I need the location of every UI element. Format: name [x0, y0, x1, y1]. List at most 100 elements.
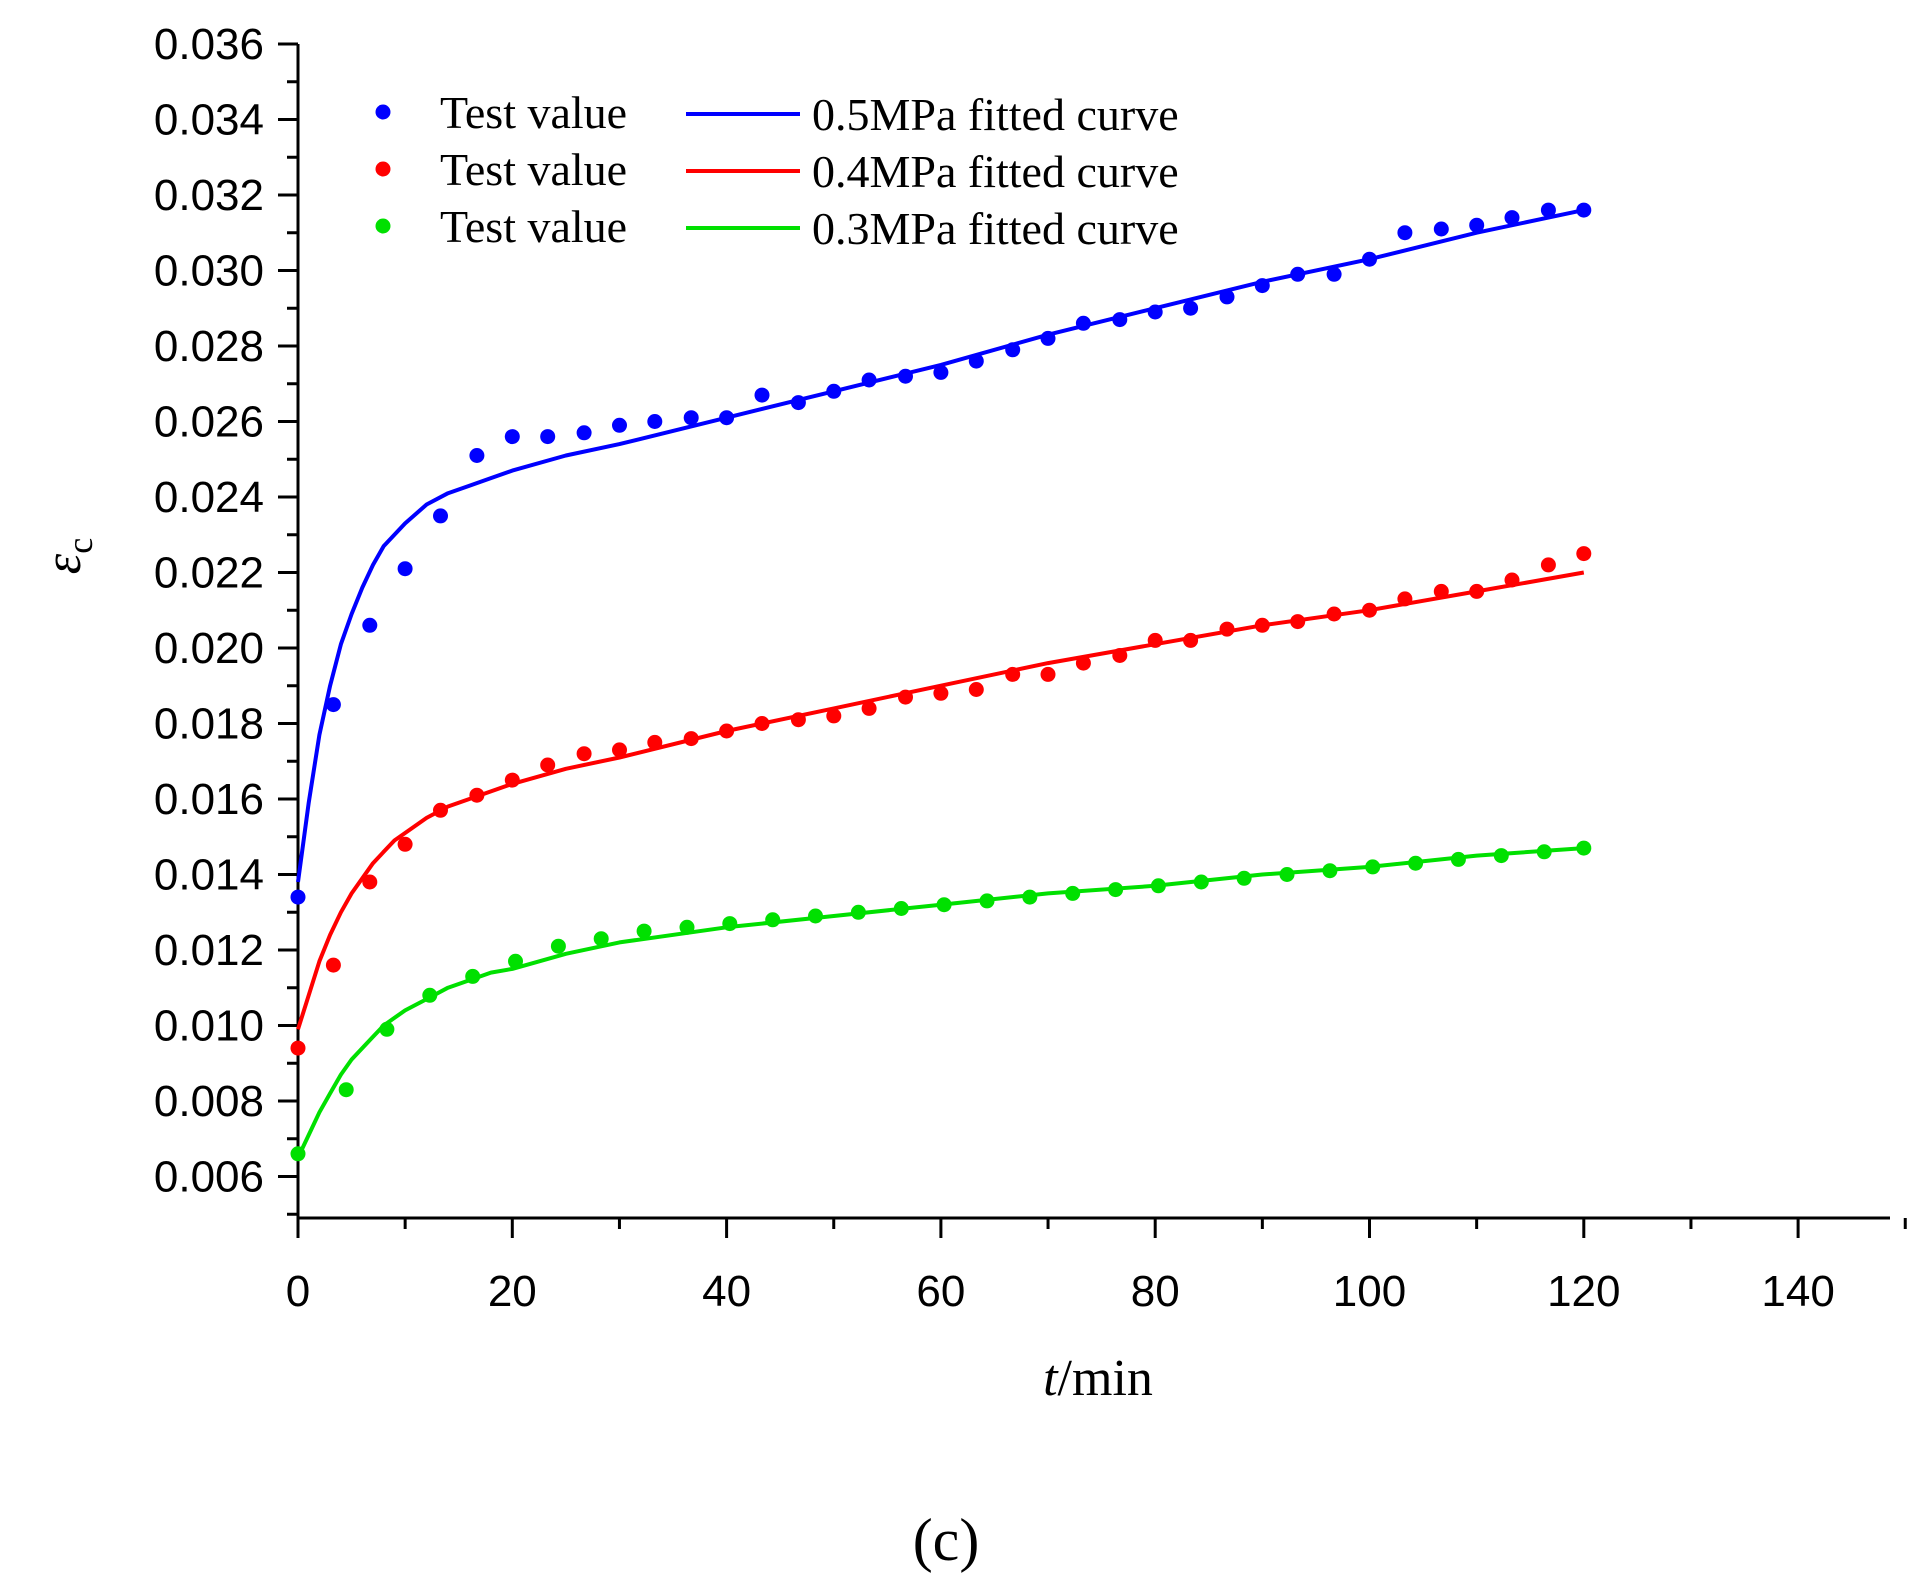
test-point-0-5mpa — [612, 417, 627, 433]
test-point-0-5mpa — [433, 508, 448, 524]
test-point-0-3mpa — [1450, 851, 1466, 867]
test-point-0-5mpa — [719, 410, 735, 426]
legend-marker — [375, 161, 391, 177]
test-point-0-5mpa — [1433, 221, 1449, 237]
test-point-0-5mpa — [325, 697, 341, 713]
x-tick-label: 140 — [1761, 1267, 1834, 1316]
test-point-0-4mpa — [290, 1040, 306, 1056]
test-point-0-5mpa — [826, 383, 842, 399]
test-point-0-4mpa — [1540, 557, 1556, 573]
test-point-0-5mpa — [504, 429, 520, 445]
x-axis-title: t/min — [1043, 1350, 1153, 1407]
test-point-0-5mpa — [1576, 202, 1592, 218]
x-axis-unit: /min — [1058, 1350, 1153, 1407]
test-point-0-5mpa — [1362, 251, 1377, 267]
test-point-0-5mpa — [1040, 330, 1056, 346]
test-point-0-4mpa — [933, 685, 949, 701]
test-point-0-4mpa — [504, 772, 520, 788]
test-point-0-3mpa — [1108, 882, 1124, 898]
y-tick-label: 0.006 — [154, 1153, 264, 1202]
test-point-0-4mpa — [1326, 606, 1342, 622]
x-tick-label: 100 — [1333, 1267, 1406, 1316]
test-point-0-4mpa — [433, 802, 448, 818]
y-tick-label: 0.012 — [154, 926, 264, 975]
x-tick-label: 20 — [488, 1267, 537, 1316]
y-tick-label: 0.022 — [154, 549, 264, 598]
y-tick-label: 0.020 — [154, 624, 264, 673]
test-points — [290, 202, 1592, 1162]
x-axis-italic: t — [1043, 1350, 1059, 1407]
test-point-0-4mpa — [826, 708, 842, 724]
x-tick-label: 40 — [702, 1267, 751, 1316]
x-tick-label: 80 — [1131, 1267, 1180, 1316]
test-point-0-5mpa — [540, 429, 556, 445]
test-point-0-3mpa — [379, 1021, 395, 1037]
test-point-0-3mpa — [1022, 889, 1038, 905]
test-point-0-5mpa — [1469, 217, 1485, 233]
test-point-0-4mpa — [1040, 666, 1056, 682]
test-point-0-4mpa — [1576, 546, 1592, 562]
test-point-0-3mpa — [1279, 867, 1295, 882]
x-ticks: 0 20 40 60 80 100 120 140 — [286, 1218, 1907, 1316]
test-point-0-4mpa — [1362, 602, 1377, 618]
test-point-0-3mpa — [550, 938, 566, 954]
test-point-0-5mpa — [1504, 210, 1520, 226]
test-point-0-4mpa — [397, 836, 413, 852]
y-tick-label: 0.016 — [154, 775, 264, 824]
test-point-0-3mpa — [1576, 840, 1592, 856]
test-point-0-5mpa — [683, 410, 699, 426]
test-point-0-5mpa — [1147, 304, 1163, 320]
test-point-0-4mpa — [1469, 583, 1485, 599]
test-point-0-4mpa — [362, 874, 378, 890]
legend-test-label: Test value — [440, 201, 627, 252]
legend-test-label: Test value — [440, 144, 627, 195]
test-point-0-5mpa — [1290, 266, 1306, 282]
test-point-0-4mpa — [1397, 591, 1413, 607]
test-point-0-4mpa — [1433, 583, 1449, 599]
test-point-0-4mpa — [898, 689, 913, 705]
test-point-0-4mpa — [1183, 632, 1199, 648]
test-point-0-3mpa — [979, 893, 995, 909]
x-tick-label: 120 — [1547, 1267, 1620, 1316]
test-point-0-4mpa — [683, 731, 699, 747]
test-point-0-3mpa — [1408, 855, 1424, 871]
test-point-0-3mpa — [765, 912, 781, 928]
test-point-0-5mpa — [469, 448, 485, 463]
y-tick-label: 0.034 — [154, 96, 264, 145]
test-point-0-3mpa — [850, 904, 866, 920]
test-point-0-3mpa — [422, 987, 438, 1003]
test-point-0-3mpa — [465, 968, 481, 984]
test-point-0-5mpa — [1075, 315, 1091, 331]
test-point-0-3mpa — [1193, 874, 1209, 890]
test-point-0-5mpa — [290, 889, 306, 905]
test-point-0-4mpa — [754, 716, 770, 731]
test-point-0-4mpa — [325, 957, 341, 973]
test-point-0-4mpa — [1005, 666, 1021, 682]
legend-marker — [375, 104, 391, 120]
y-tick-label: 0.032 — [154, 171, 264, 220]
y-ticks: 0.006 0.008 0.010 0.012 0.014 0.016 0.018 0.020… — [154, 20, 298, 1216]
test-point-0-4mpa — [612, 742, 627, 758]
legend-curve-label: 0.3MPa fitted curve — [812, 203, 1179, 254]
test-point-0-3mpa — [1150, 878, 1166, 894]
test-point-0-5mpa — [968, 353, 984, 369]
test-point-0-4mpa — [1112, 648, 1128, 663]
test-point-0-5mpa — [1219, 289, 1235, 305]
legend-curve-label: 0.4MPa fitted curve — [812, 146, 1179, 197]
test-point-0-3mpa — [1322, 863, 1338, 879]
test-point-0-3mpa — [893, 901, 909, 916]
y-tick-label: 0.030 — [154, 247, 264, 296]
legend-marker — [375, 218, 391, 234]
test-point-0-5mpa — [647, 414, 663, 429]
test-point-0-4mpa — [719, 723, 735, 739]
test-point-0-4mpa — [647, 734, 663, 750]
test-point-0-4mpa — [1504, 572, 1520, 588]
test-point-0-3mpa — [1065, 885, 1081, 901]
test-point-0-3mpa — [290, 1146, 306, 1162]
legend-test-label: Test value — [440, 87, 627, 138]
test-point-0-5mpa — [1183, 300, 1199, 316]
test-point-0-5mpa — [754, 387, 770, 403]
test-point-0-3mpa — [1536, 844, 1552, 860]
